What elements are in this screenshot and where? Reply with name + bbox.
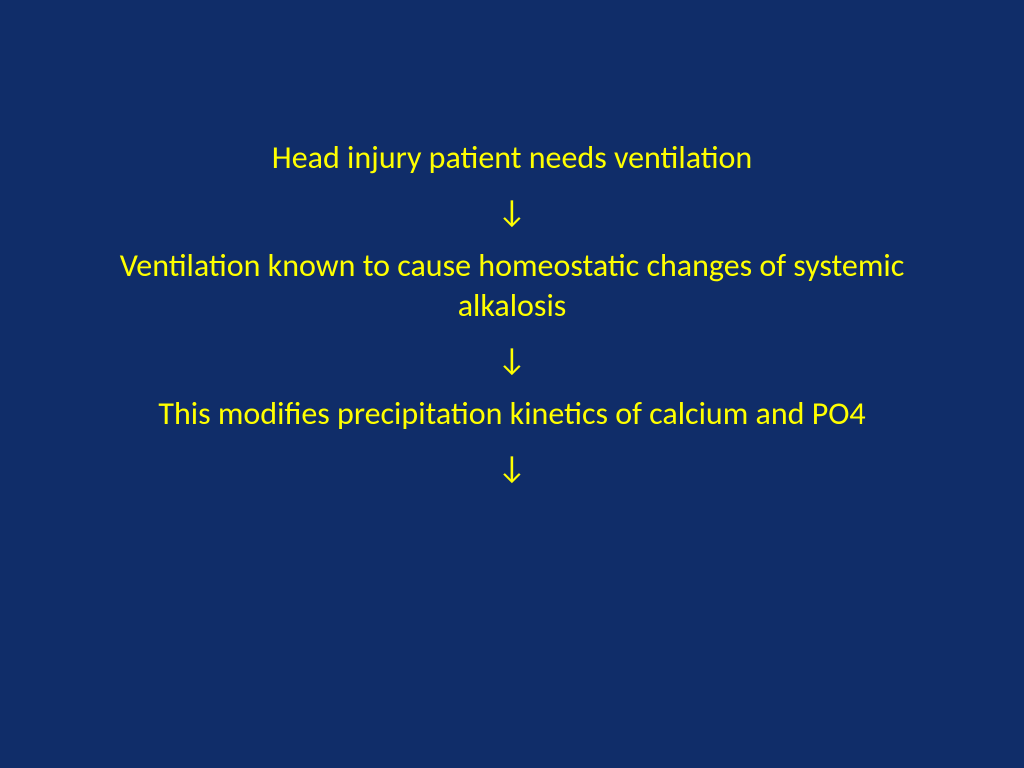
down-arrow-icon: ↓ bbox=[498, 192, 527, 232]
down-arrow-icon: ↓ bbox=[498, 340, 527, 380]
flow-step-2: Ventilation known to cause homeostatic c… bbox=[72, 246, 952, 326]
flow-step-1: Head injury patient needs ventilation bbox=[272, 138, 752, 178]
flow-step-3: This modifies precipitation kinetics of … bbox=[158, 394, 865, 434]
down-arrow-icon: ↓ bbox=[498, 448, 527, 488]
